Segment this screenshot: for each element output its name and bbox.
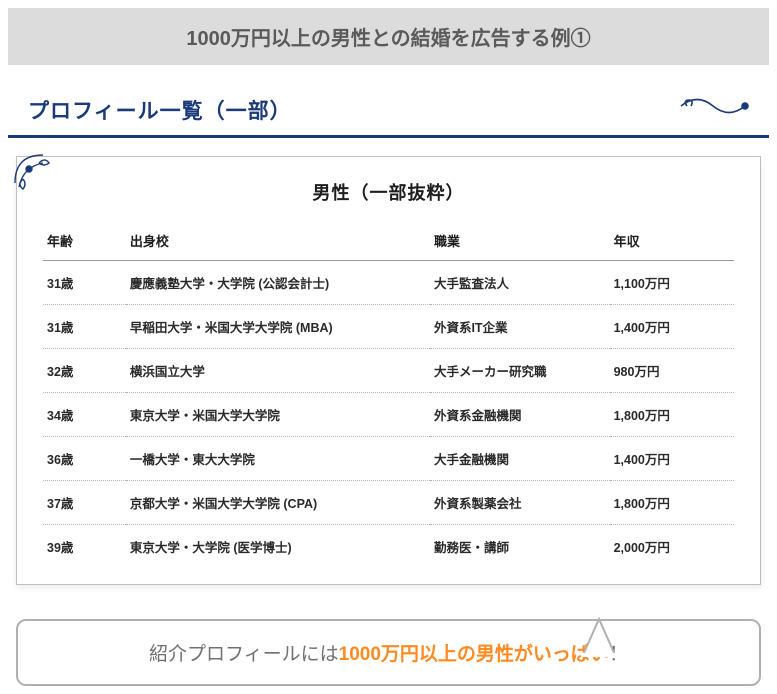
card-title: 男性（一部抜粋） xyxy=(43,179,734,205)
cell-school: 慶應義塾大学・大学院 (公認会計士) xyxy=(126,261,430,305)
cell-income: 980万円 xyxy=(610,349,734,393)
cell-age: 39歳 xyxy=(43,525,126,569)
cell-school: 横浜国立大学 xyxy=(126,349,430,393)
callout-box: 紹介プロフィールには1000万円以上の男性がいっぱい！ xyxy=(16,619,761,686)
cell-age: 37歳 xyxy=(43,481,126,525)
cell-age: 31歳 xyxy=(43,261,126,305)
cell-income: 2,000万円 xyxy=(610,525,734,569)
page-title-bar: 1000万円以上の男性との結婚を広告する例① xyxy=(8,8,769,65)
callout-tail-icon xyxy=(577,617,621,662)
col-job-header: 職業 xyxy=(430,223,610,261)
cell-income: 1,100万円 xyxy=(610,261,734,305)
cell-income: 1,400万円 xyxy=(610,437,734,481)
table-row: 31歳早稲田大学・米国大学大学院 (MBA)外資系IT企業1,400万円 xyxy=(43,305,734,349)
cell-age: 31歳 xyxy=(43,305,126,349)
cell-job: 勤務医・講師 xyxy=(430,525,610,569)
cell-job: 外資系金融機関 xyxy=(430,393,610,437)
table-row: 39歳東京大学・大学院 (医学博士)勤務医・講師2,000万円 xyxy=(43,525,734,569)
table-row: 34歳東京大学・米国大学大学院外資系金融機関1,800万円 xyxy=(43,393,734,437)
profile-card: 男性（一部抜粋） 年齢 出身校 職業 年収 31歳慶應義塾大学・大学院 (公認会… xyxy=(16,156,761,585)
flourish-corner-icon xyxy=(13,153,73,218)
cell-job: 外資系製薬会社 xyxy=(430,481,610,525)
cell-age: 34歳 xyxy=(43,393,126,437)
cell-income: 1,800万円 xyxy=(610,481,734,525)
table-row: 32歳横浜国立大学大手メーカー研究職980万円 xyxy=(43,349,734,393)
cell-job: 外資系IT企業 xyxy=(430,305,610,349)
cell-school: 京都大学・米国大学大学院 (CPA) xyxy=(126,481,430,525)
table-row: 31歳慶應義塾大学・大学院 (公認会計士)大手監査法人1,100万円 xyxy=(43,261,734,305)
cell-job: 大手メーカー研究職 xyxy=(430,349,610,393)
cell-school: 東京大学・大学院 (医学博士) xyxy=(126,525,430,569)
cell-income: 1,800万円 xyxy=(610,393,734,437)
cell-job: 大手金融機関 xyxy=(430,437,610,481)
table-header-row: 年齢 出身校 職業 年収 xyxy=(43,223,734,261)
section-header: プロフィール一覧（一部） xyxy=(8,87,769,138)
cell-job: 大手監査法人 xyxy=(430,261,610,305)
cell-age: 36歳 xyxy=(43,437,126,481)
table-row: 37歳京都大学・米国大学大学院 (CPA)外資系製薬会社1,800万円 xyxy=(43,481,734,525)
col-age-header: 年齢 xyxy=(43,223,126,261)
callout-wrap: 紹介プロフィールには1000万円以上の男性がいっぱい！ xyxy=(16,619,761,686)
profile-table: 年齢 出身校 職業 年収 31歳慶應義塾大学・大学院 (公認会計士)大手監査法人… xyxy=(43,223,734,568)
flourish-right-icon xyxy=(679,95,751,123)
page-title-text: 1000万円以上の男性との結婚を広告する例① xyxy=(186,28,590,50)
cell-age: 32歳 xyxy=(43,349,126,393)
cell-school: 東京大学・米国大学大学院 xyxy=(126,393,430,437)
cell-income: 1,400万円 xyxy=(610,305,734,349)
cell-school: 早稲田大学・米国大学大学院 (MBA) xyxy=(126,305,430,349)
col-income-header: 年収 xyxy=(610,223,734,261)
cell-school: 一橋大学・東大大学院 xyxy=(126,437,430,481)
col-school-header: 出身校 xyxy=(126,223,430,261)
section-title: プロフィール一覧（一部） xyxy=(28,100,292,123)
table-row: 36歳一橋大学・東大大学院大手金融機関1,400万円 xyxy=(43,437,734,481)
